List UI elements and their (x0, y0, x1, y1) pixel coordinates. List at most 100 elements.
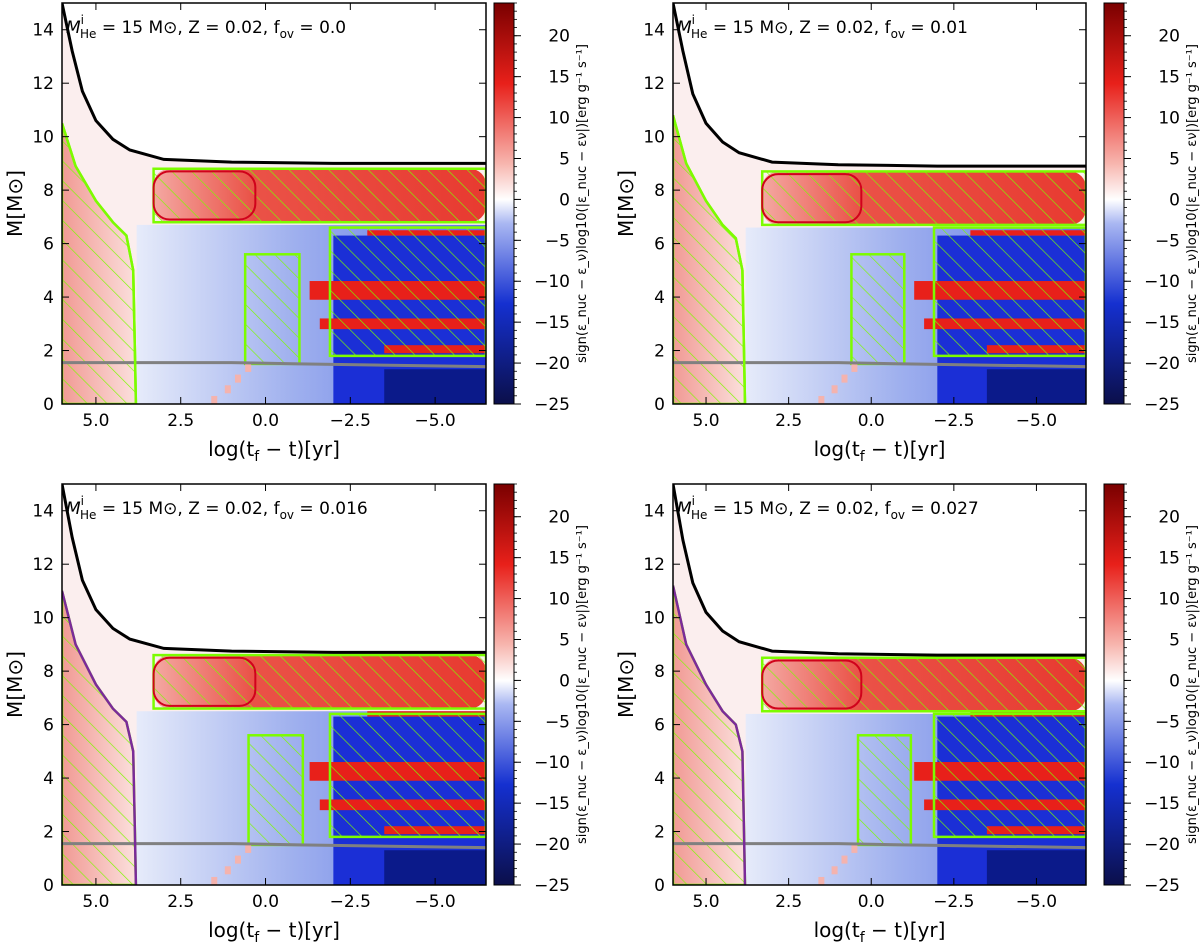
core-boundary-line (62, 590, 138, 885)
x-tick-label: −2.5 (933, 411, 974, 431)
total-mass-line (62, 484, 486, 654)
y-tick-label: 14 (32, 502, 54, 522)
x-tick-label: 0.0 (252, 892, 279, 912)
burning-step-mark (851, 844, 858, 853)
colorbar-tick-label: 0 (559, 190, 570, 210)
burning-step-mark (234, 855, 241, 864)
convective-zone-hatch (934, 713, 1086, 837)
x-tick-label: −5.0 (1016, 411, 1057, 431)
colorbar-tick-label: −20 (1144, 354, 1180, 374)
panel-title: Mi He = 15 M⊙, Z = 0.02, fov = 0.01 (677, 13, 968, 41)
y-tick-label: 10 (32, 128, 54, 148)
colorbar-tick-label: −5 (1155, 231, 1180, 251)
x-tick-label: 2.5 (167, 892, 194, 912)
burning-step-mark (831, 385, 838, 394)
core-boundary-line (62, 122, 138, 404)
burning-step-mark (245, 363, 252, 372)
burning-step-mark (224, 866, 231, 875)
y-tick-label: 6 (654, 235, 665, 255)
x-tick-label: 2.5 (167, 411, 194, 431)
colorbar-tick-label: 5 (559, 630, 570, 650)
convective-zone-hatch (851, 254, 905, 364)
total-mass-line (62, 3, 486, 165)
x-tick-label: 0.0 (858, 411, 885, 431)
core-boundary-line (673, 114, 747, 404)
panel-title: Mi He = 15 M⊙, Z = 0.02, fov = 0.016 (66, 494, 368, 522)
colorbar-tick-label: 15 (548, 68, 570, 88)
panel-title: Mi He = 15 M⊙, Z = 0.02, fov = 0.027 (677, 494, 979, 522)
colorbar (493, 483, 515, 886)
convective-zone-hatch (153, 655, 486, 709)
colorbar-tick-label: −10 (534, 753, 570, 773)
colorbar-tick-label: 15 (1158, 549, 1180, 569)
y-tick-label: 8 (654, 662, 665, 682)
x-tick-label: 2.5 (775, 411, 802, 431)
colorbar-tick-label: 20 (1158, 508, 1180, 528)
kippenhahn-panel-top-right: 5.0 2.5 0.0 −2.5 −5.0 0 2 4 6 8 10 12 14 log(tf − t)[… (614, 2, 1200, 465)
x-tick-label: −5.0 (414, 411, 455, 431)
x-tick-label: −2.5 (933, 892, 974, 912)
y-tick-label: 10 (643, 609, 665, 629)
convective-zone-hatch (248, 735, 303, 845)
convective-zone-hatch (153, 168, 486, 223)
colorbar-tick-label: 10 (1158, 109, 1180, 129)
y-axis-label: M[M⊙] (614, 651, 638, 718)
burning-shell-contour (152, 170, 257, 221)
y-tick-label: 14 (32, 21, 54, 41)
kippenhahn-panel-top-left: 5.0 2.5 0.0 −2.5 −5.0 0 2 4 6 8 10 12 14 log(tf − t)[… (3, 2, 590, 465)
colorbar-label: sign(ε_nuc − ε_ν)log10(|ε_nuc − εν|)[erg… (1185, 44, 1200, 363)
colorbar-tick-label: −10 (1144, 272, 1180, 292)
burning-shell-contour (761, 173, 863, 224)
y-tick-label: 8 (43, 181, 54, 201)
kippenhahn-panel-bottom-right: 5.0 2.5 0.0 −2.5 −5.0 0 2 4 6 8 10 12 14 log(tf − t)[… (614, 483, 1200, 946)
colorbar-label: sign(ε_nuc − ε_ν)log10(|ε_nuc − εν|)[erg… (575, 525, 590, 844)
burning-step-mark (818, 876, 825, 885)
x-axis-label: log(tf − t)[yr] (814, 437, 946, 465)
colorbar-tick-label: 10 (548, 590, 570, 610)
y-tick-label: 2 (654, 342, 665, 362)
x-tick-label: 0.0 (858, 892, 885, 912)
total-mass-line (673, 3, 1086, 168)
total-mass-line (673, 484, 1086, 657)
colorbar-tick-label: 10 (548, 109, 570, 129)
y-tick-label: 6 (43, 716, 54, 736)
y-tick-label: 14 (643, 502, 665, 522)
burning-step-mark (234, 374, 241, 383)
y-tick-label: 0 (654, 876, 665, 896)
burning-step-mark (841, 374, 848, 383)
y-tick-label: 4 (43, 769, 54, 789)
y-tick-label: 12 (32, 74, 54, 94)
plot-frame (61, 2, 487, 405)
plot-frame (61, 483, 487, 886)
burning-step-mark (818, 395, 825, 404)
x-tick-label: 0.0 (252, 411, 279, 431)
plot-area (62, 484, 486, 885)
colorbar-tick-label: −10 (1144, 753, 1180, 773)
y-tick-label: 12 (643, 74, 665, 94)
burning-step-mark (851, 363, 858, 372)
y-tick-label: 2 (43, 342, 54, 362)
colorbar-tick-label: 0 (1169, 190, 1180, 210)
x-tick-label: 2.5 (775, 892, 802, 912)
x-tick-label: −5.0 (1016, 892, 1057, 912)
colorbar-tick-label: 5 (1169, 630, 1180, 650)
y-tick-label: 8 (43, 662, 54, 682)
y-tick-label: 6 (654, 716, 665, 736)
y-tick-label: 2 (654, 823, 665, 843)
panel-title: Mi He = 15 M⊙, Z = 0.02, fov = 0.0 (66, 13, 346, 41)
convective-zone-hatch (762, 171, 1086, 225)
y-tick-label: 0 (43, 876, 54, 896)
colorbar-tick-label: 15 (548, 549, 570, 569)
colorbar-tick-label: 5 (1169, 149, 1180, 169)
y-tick-label: 8 (654, 181, 665, 201)
colorbar-label: sign(ε_nuc − ε_ν)log10(|ε_nuc − εν|)[erg… (1185, 525, 1200, 844)
colorbar (1103, 2, 1125, 405)
co-core-mass-line (62, 361, 486, 369)
x-tick-label: 5.0 (693, 411, 720, 431)
plot-area (673, 484, 1086, 885)
y-tick-label: 4 (654, 288, 665, 308)
colorbar-tick-label: 0 (1169, 671, 1180, 691)
colorbar-tick-label: −15 (534, 313, 570, 333)
colorbar-tick-label: 20 (1158, 27, 1180, 47)
y-tick-label: 0 (654, 395, 665, 415)
